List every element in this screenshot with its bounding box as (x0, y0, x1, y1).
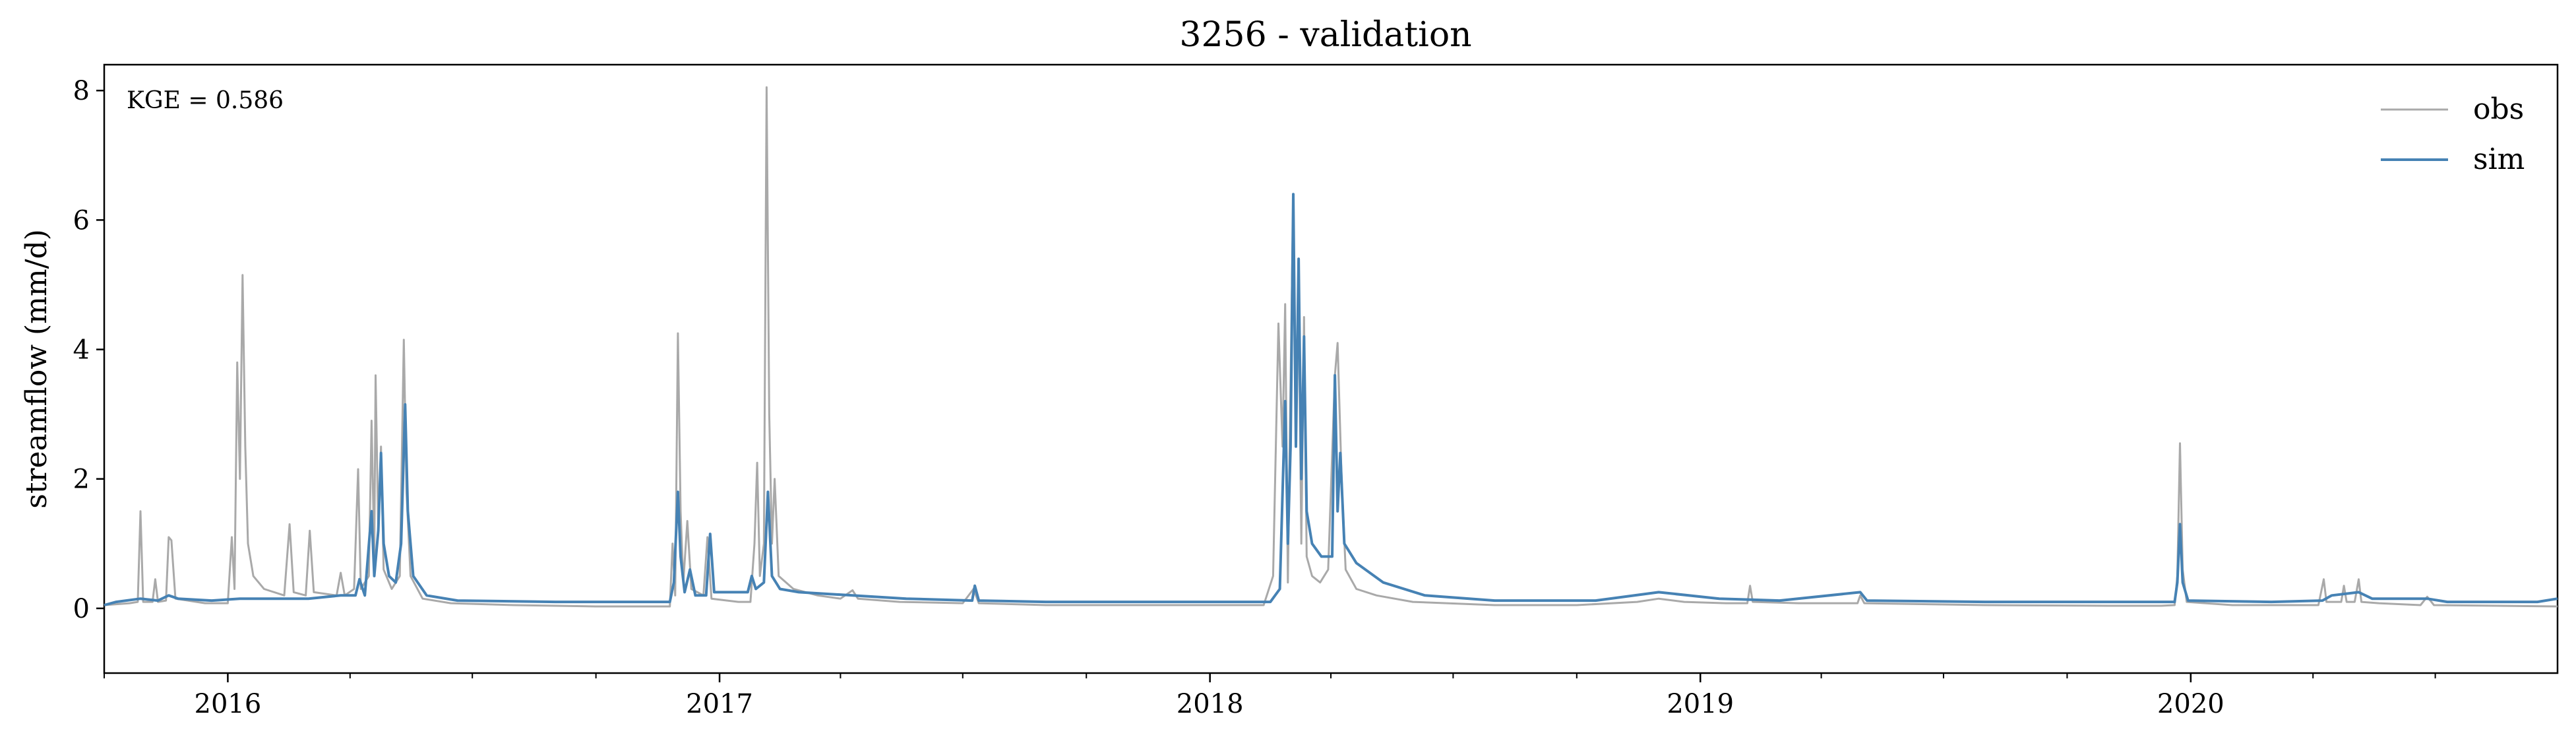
series-line-obs (104, 86, 2558, 608)
x-axis-minor-ticks (104, 673, 2436, 678)
legend-label-sim: sim (2473, 143, 2525, 176)
y-tick-label: 0 (73, 594, 90, 624)
y-tick-label: 8 (73, 76, 90, 106)
series-layer (104, 86, 2558, 608)
x-tick-label: 2016 (195, 689, 262, 719)
x-tick-label: 2019 (1667, 689, 1734, 719)
kge-annotation: KGE = 0.586 (127, 87, 284, 114)
plot-area (103, 63, 2559, 674)
chart-title: 3256 - validation (1179, 15, 1471, 55)
x-tick-label: 2018 (1177, 689, 1244, 719)
y-tick-label: 4 (73, 335, 90, 366)
legend-label-obs: obs (2473, 92, 2524, 126)
x-tick-label: 2017 (686, 689, 753, 719)
y-axis-label: streamflow (mm/d) (20, 229, 53, 509)
y-axis: 0 2 4 6 8 (73, 76, 104, 624)
y-tick-label: 6 (73, 205, 90, 236)
x-axis: 2016 2017 2018 2019 2020 (195, 673, 2224, 719)
legend: obs sim (2381, 92, 2525, 176)
series-line-sim (104, 193, 2558, 606)
y-tick-label: 2 (73, 465, 90, 495)
x-tick-label: 2020 (2157, 689, 2224, 719)
